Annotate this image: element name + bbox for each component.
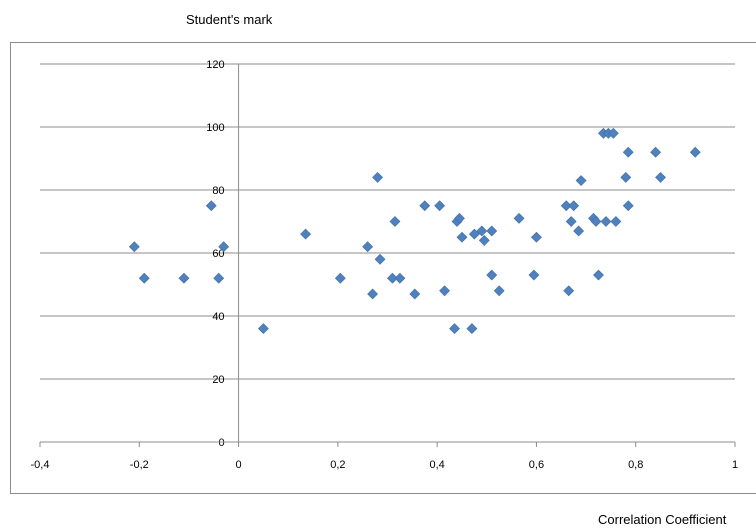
data-point xyxy=(362,241,374,253)
data-point xyxy=(622,146,634,158)
x-tick-label: 0,4 xyxy=(429,459,444,471)
data-point xyxy=(213,272,225,284)
data-point xyxy=(565,216,577,227)
data-point xyxy=(600,216,612,227)
data-point xyxy=(622,200,634,212)
data-point xyxy=(486,269,498,281)
data-point xyxy=(300,228,312,240)
data-point xyxy=(610,216,622,227)
data-point xyxy=(454,212,465,224)
data-point xyxy=(478,234,490,246)
data-point xyxy=(476,225,488,237)
y-tick-label: 100 xyxy=(206,122,224,134)
data-point xyxy=(434,200,446,212)
x-tick-label: 0 xyxy=(236,459,242,471)
data-point xyxy=(563,285,575,297)
data-point xyxy=(513,212,525,224)
data-point xyxy=(655,171,666,183)
data-point xyxy=(205,200,217,212)
data-point xyxy=(456,231,468,243)
data-point xyxy=(593,269,604,281)
y-tick-label: 80 xyxy=(212,185,224,197)
data-point xyxy=(528,269,540,281)
y-axis-title: Student's mark xyxy=(186,12,273,27)
data-point xyxy=(334,272,346,284)
data-point xyxy=(439,285,451,297)
data-point xyxy=(531,231,542,243)
data-point xyxy=(178,272,190,284)
data-point xyxy=(394,272,406,284)
data-point xyxy=(367,288,379,300)
x-tick-label: -0,4 xyxy=(31,459,50,471)
data-point xyxy=(560,200,572,212)
x-tick-label: -0,2 xyxy=(130,459,149,471)
y-tick-label: 0 xyxy=(218,437,224,449)
data-point xyxy=(466,323,478,335)
y-tick-label: 120 xyxy=(206,59,224,71)
data-point xyxy=(138,272,150,284)
data-point xyxy=(468,228,480,240)
data-point xyxy=(372,171,383,183)
x-tick-label: 0,2 xyxy=(330,459,345,471)
data-point xyxy=(575,175,587,186)
data-point xyxy=(257,323,269,335)
data-point xyxy=(486,225,498,237)
data-point xyxy=(128,241,140,253)
x-axis-title: Correlation Coefficient xyxy=(598,512,727,527)
x-tick-label: 1 xyxy=(732,459,738,471)
data-point xyxy=(374,253,386,265)
data-point xyxy=(449,323,460,335)
data-point xyxy=(389,216,401,227)
data-point xyxy=(620,171,632,183)
x-tick-label: 0,8 xyxy=(628,459,643,471)
data-point xyxy=(650,146,661,158)
data-point xyxy=(573,225,585,237)
data-point xyxy=(409,288,421,300)
data-point xyxy=(689,146,701,158)
data-point xyxy=(419,200,431,212)
y-tick-label: 40 xyxy=(212,311,224,323)
data-point xyxy=(568,200,580,212)
data-point xyxy=(493,285,505,297)
y-tick-label: 60 xyxy=(212,248,224,260)
x-tick-label: 0,6 xyxy=(529,459,544,471)
data-point xyxy=(590,216,602,227)
chart-frame xyxy=(10,42,756,494)
data-point xyxy=(387,272,398,284)
data-point xyxy=(218,241,230,253)
y-tick-label: 20 xyxy=(212,374,224,386)
data-point xyxy=(607,127,619,139)
